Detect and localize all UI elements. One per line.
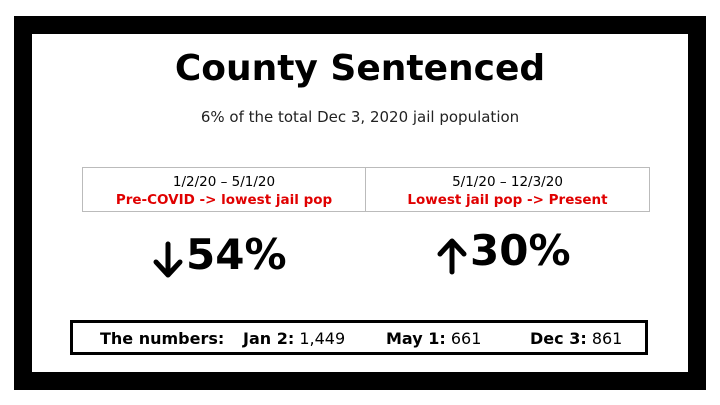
down-arrow [153, 241, 183, 278]
period-label: Lowest jail pop -> Present [407, 192, 608, 208]
change: 54% [186, 230, 287, 279]
date: Jan 2: [243, 329, 295, 348]
period-box: 1/2/20 – 5/1/20 Pre-COVID -> lowest jail… [82, 167, 366, 212]
value: 861 [591, 329, 623, 348]
period-box: 5/1/20 – 12/3/20 Lowest jail pop -> Pres… [365, 167, 650, 212]
value: 661 [450, 329, 482, 348]
date: May 1: [386, 329, 446, 348]
frame [14, 16, 706, 390]
period-label: Pre-COVID -> lowest jail pop [115, 192, 333, 208]
period-dates: 5/1/20 – 12/3/20 [452, 174, 563, 190]
title: County Sentenced [174, 48, 546, 89]
numbers-label: The numbers: [100, 329, 225, 348]
numbers-box: The numbers: Jan 2: 1,449 May 1: 661 Dec… [70, 320, 648, 355]
up-arrow [437, 238, 467, 275]
period-dates: 1/2/20 – 5/1/20 [172, 174, 276, 190]
value: 1,449 [299, 329, 346, 348]
date: Dec 3: [530, 329, 587, 348]
subtitle: 6% of the total Dec 3, 2020 jail populat… [200, 108, 520, 126]
change: 30% [470, 226, 571, 275]
